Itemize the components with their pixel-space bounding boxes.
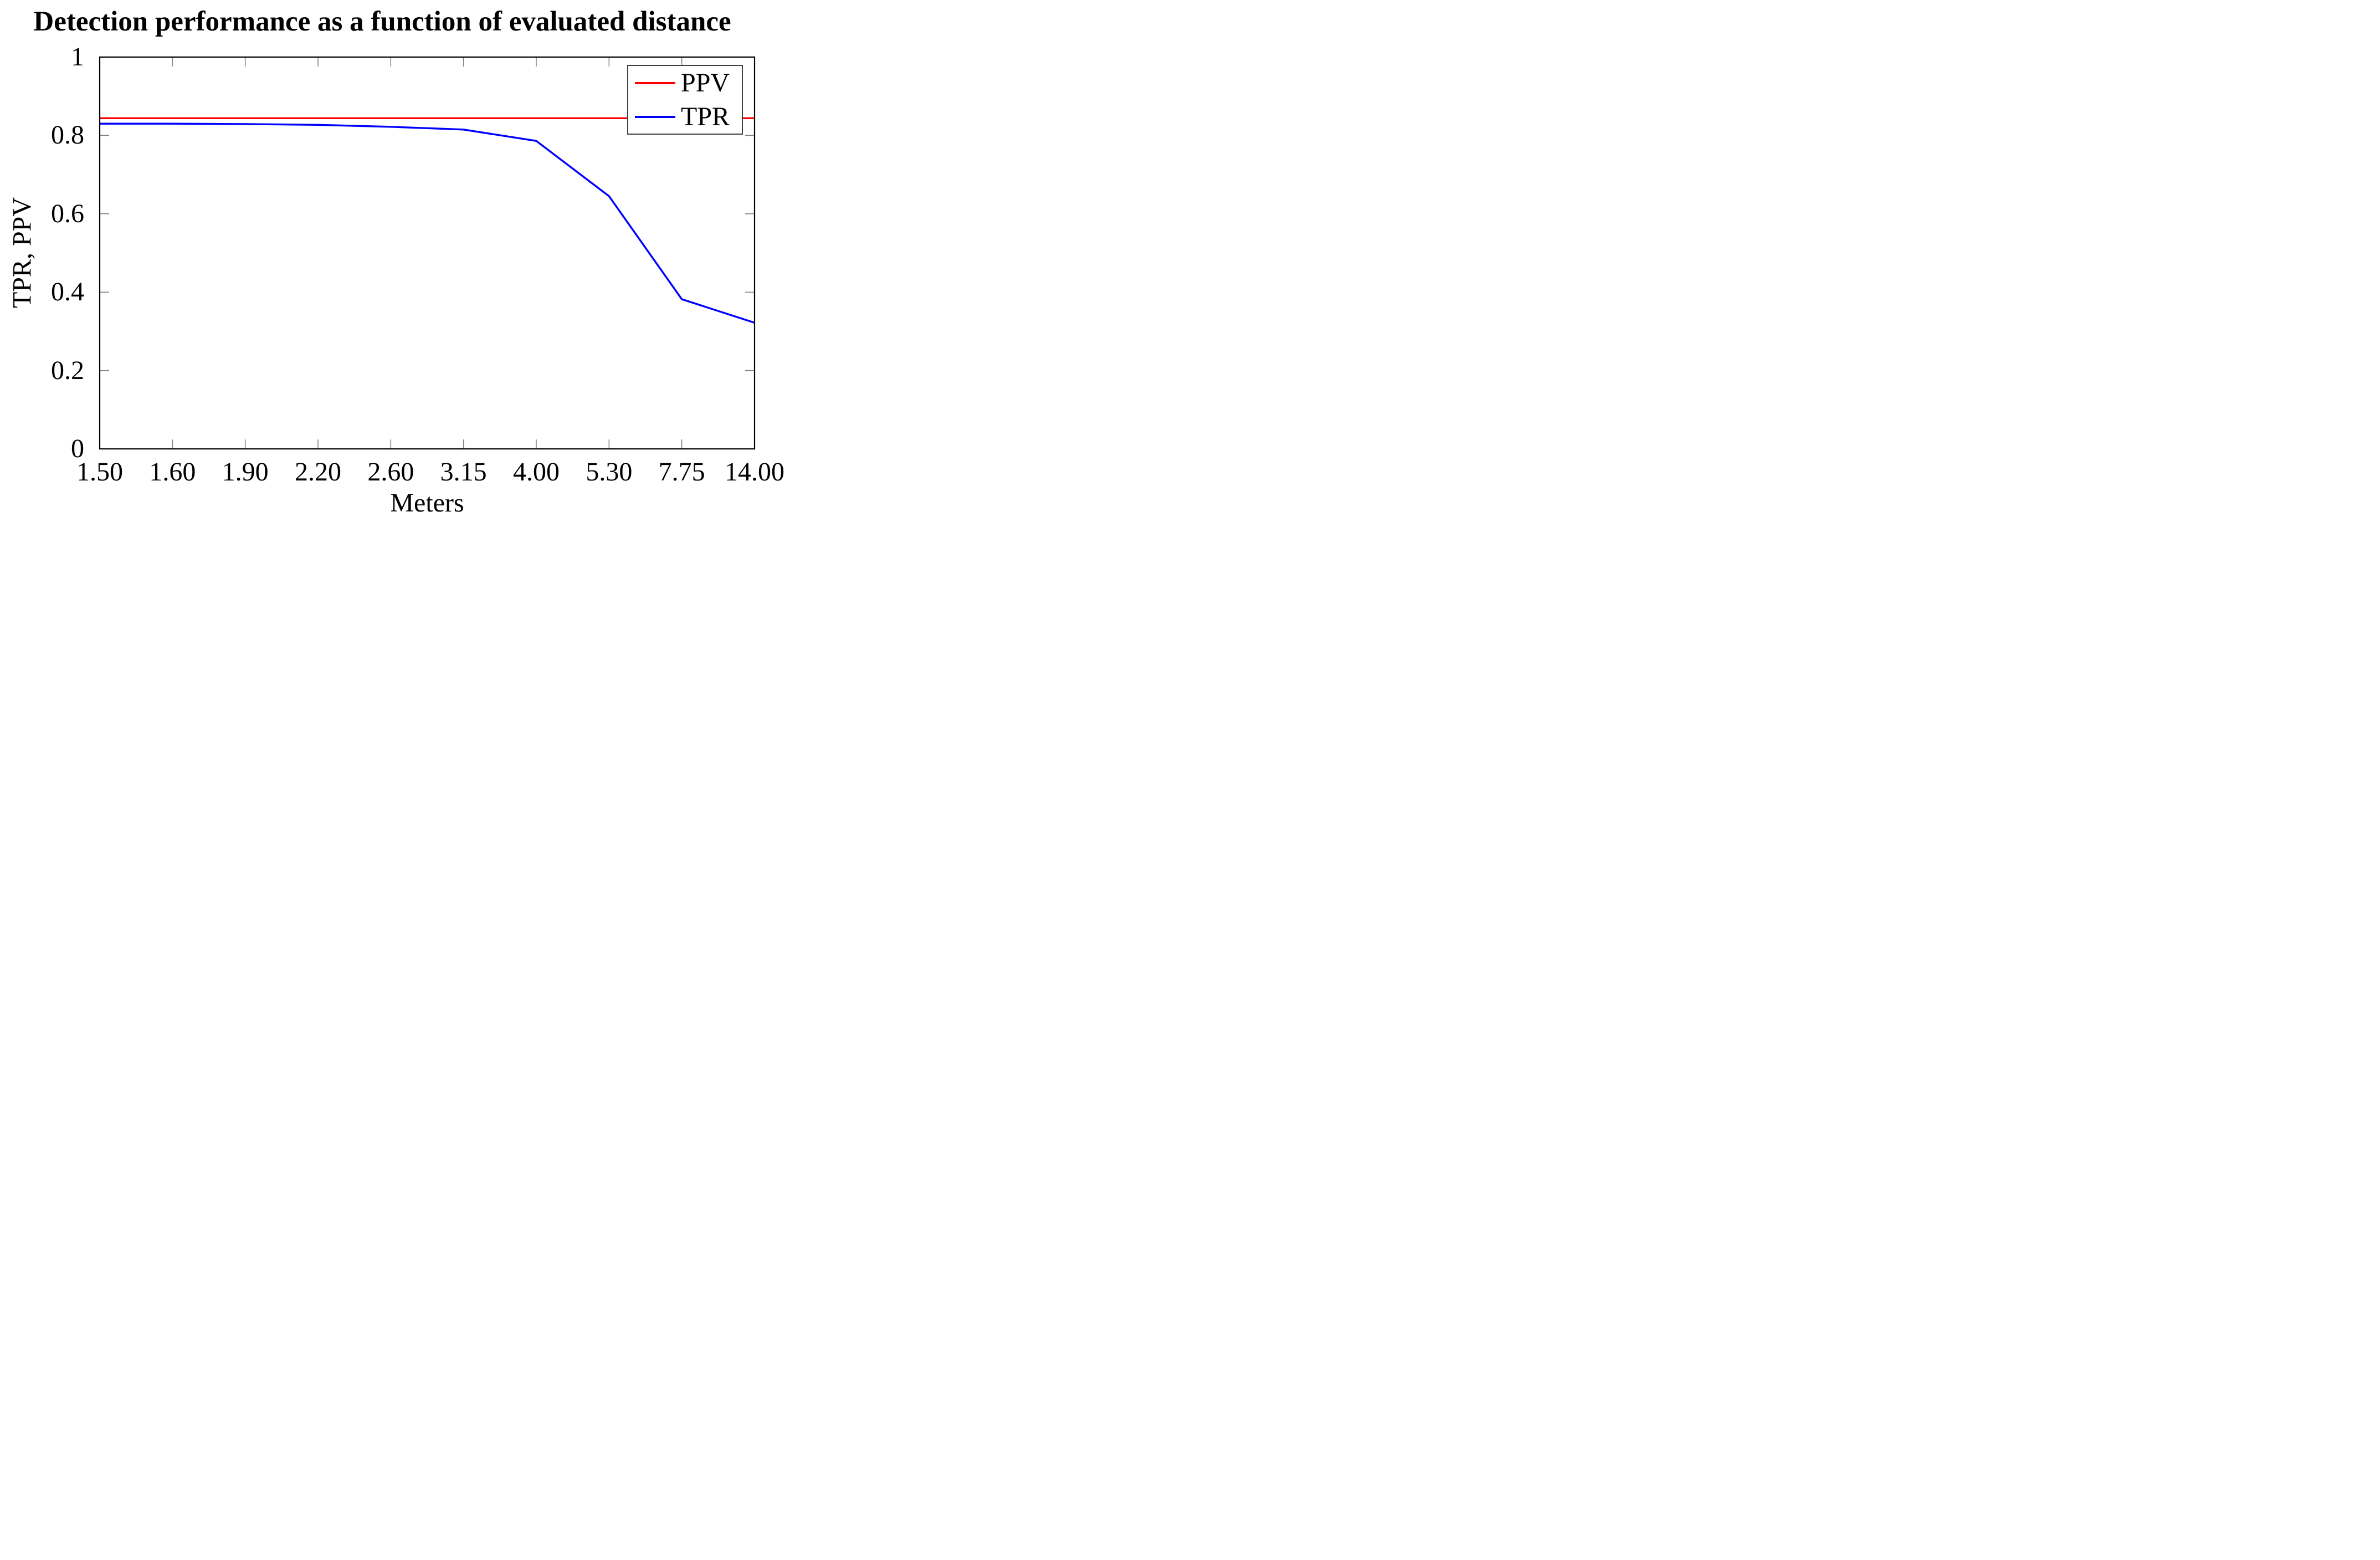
x-tick-label: 2.20: [295, 457, 341, 487]
y-tick-label: 0.8: [51, 120, 84, 150]
tpr-line: [100, 122, 755, 324]
chart-figure: Detection performance as a function of e…: [0, 0, 793, 520]
x-tick-label: 4.00: [513, 457, 560, 487]
y-axis-label: TPR, PPV: [7, 197, 37, 309]
chart-title: Detection performance as a function of e…: [33, 6, 731, 37]
plot-frame: [99, 56, 756, 450]
ppv-legend-line: [635, 81, 675, 84]
tpr-legend-line: [635, 115, 675, 118]
x-tick-label: 1.50: [76, 457, 123, 487]
x-tick-label: 1.90: [222, 457, 269, 487]
x-tick-label: 14.00: [725, 457, 784, 487]
x-tick-label: 2.60: [367, 457, 414, 487]
y-tick-label: 0.4: [51, 277, 84, 307]
y-tick-label: 0.2: [51, 355, 84, 385]
legend-entry-tpr: TPR: [628, 100, 742, 134]
y-tick-label: 1: [71, 42, 84, 71]
legend: PPV TPR: [627, 65, 743, 135]
x-tick-label: 1.60: [149, 457, 196, 487]
x-axis-label: Meters: [390, 488, 464, 518]
x-tick-label: 3.15: [440, 457, 487, 487]
x-tick-label: 7.75: [658, 457, 705, 487]
y-tick-label: 0: [71, 434, 84, 463]
y-tick-label: 0.6: [51, 198, 84, 228]
legend-label: TPR: [681, 101, 730, 131]
x-tick-label: 5.30: [586, 457, 633, 487]
plot-area: [99, 56, 756, 450]
legend-entry-ppv: PPV: [628, 66, 742, 100]
legend-label: PPV: [681, 68, 730, 98]
